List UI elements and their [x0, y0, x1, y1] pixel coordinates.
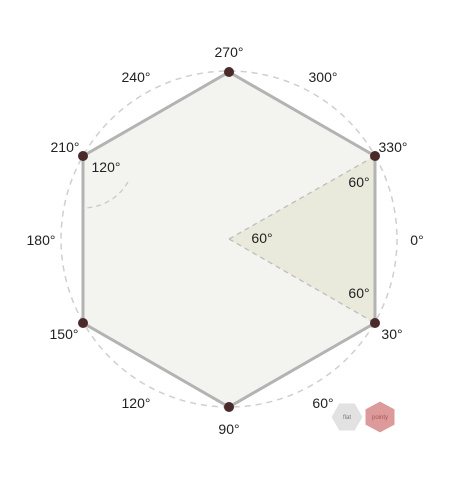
vertex-210[interactable]	[78, 151, 88, 161]
vertex-330[interactable]	[370, 151, 380, 161]
flat-button[interactable]: flat	[330, 402, 364, 432]
interior-angle-arc	[82, 181, 129, 209]
pointy-button-label: pointy	[372, 415, 388, 421]
vertex-label-270: 270°	[215, 44, 244, 60]
vertex-150[interactable]	[78, 318, 88, 328]
interior-angle-label: 120°	[92, 159, 121, 175]
vertex-label-30: 30°	[381, 326, 402, 342]
vertex-30[interactable]	[370, 318, 380, 328]
vertex-label-150: 150°	[50, 326, 79, 342]
triangle-angle-top-label: 60°	[348, 174, 369, 190]
vertex-label-90: 90°	[218, 421, 239, 437]
triangle-edge-top	[228, 155, 376, 240]
outer-label-180: 180°	[27, 232, 56, 248]
triangle-edge-bottom	[228, 238, 376, 324]
pointy-button[interactable]: pointy	[364, 400, 396, 434]
outer-label-300: 300°	[309, 69, 338, 85]
center-triangle	[229, 156, 375, 323]
outer-label-120: 120°	[122, 395, 151, 411]
outer-label-240: 240°	[122, 69, 151, 85]
pointy-hexagon-icon	[364, 400, 396, 434]
outer-label-0: 0°	[410, 232, 423, 248]
flat-button-label: flat	[343, 415, 351, 421]
circumcircle	[60, 70, 398, 408]
vertex-label-330: 330°	[379, 139, 408, 155]
outer-label-60: 60°	[312, 395, 333, 411]
flat-hexagon-icon	[330, 402, 364, 432]
vertex-270[interactable]	[224, 67, 234, 77]
triangle-angle-center-label: 60°	[251, 230, 272, 246]
vertex-label-210: 210°	[51, 139, 80, 155]
vertex-90[interactable]	[224, 402, 234, 412]
triangle-angle-bottom-label: 60°	[348, 285, 369, 301]
